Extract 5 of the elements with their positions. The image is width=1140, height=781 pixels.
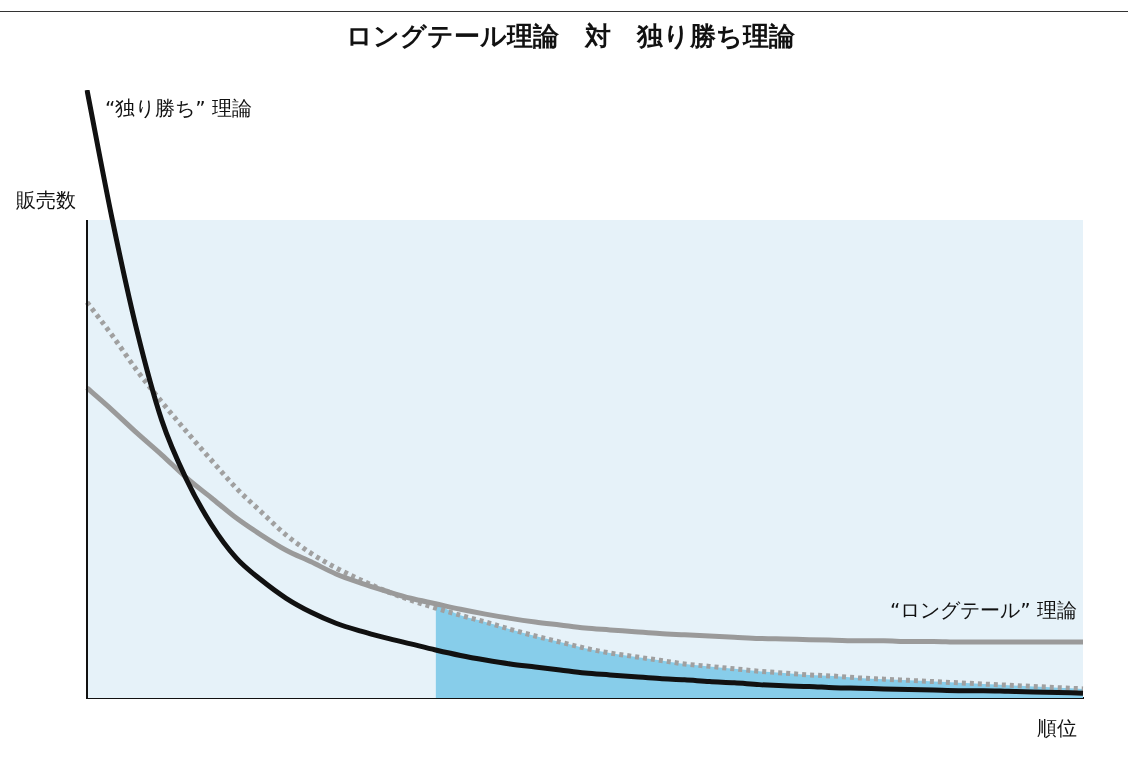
chart-title: ロングテール理論 対 独り勝ち理論 bbox=[345, 20, 796, 51]
y-axis-title: 販売数 bbox=[16, 188, 76, 213]
series-label: “独り勝ち” 理論 bbox=[105, 96, 253, 121]
series-label: “ロングテール” 理論 bbox=[889, 598, 1077, 623]
x-axis-title: 順位 bbox=[1037, 716, 1077, 741]
